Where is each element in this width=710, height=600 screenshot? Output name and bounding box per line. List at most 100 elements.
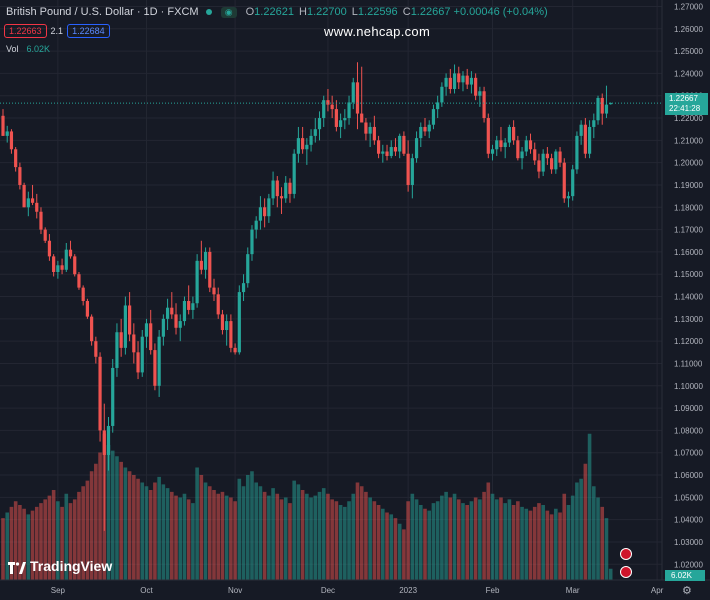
candle-body-78 — [330, 104, 334, 110]
time-tick-label-0: Sep — [51, 586, 66, 595]
price-tick-label-16: 1.11000 — [674, 359, 703, 368]
candle-body-126 — [533, 149, 537, 161]
volume-label[interactable]: Vol — [6, 44, 19, 54]
volume-bar-94 — [397, 523, 402, 580]
candle-body-113 — [478, 91, 482, 96]
candle-body-112 — [474, 77, 478, 96]
candle-body-87 — [368, 126, 372, 134]
candle-body-7 — [30, 198, 35, 203]
volume-bar-22 — [94, 463, 98, 580]
volume-bar-13 — [56, 501, 60, 580]
candle-body-15 — [64, 249, 68, 270]
volume-bar-103 — [435, 501, 440, 580]
volume-bar-133 — [562, 493, 567, 580]
candle-body-31 — [132, 334, 136, 353]
volume-bar-48 — [203, 482, 208, 580]
gear-icon[interactable]: ⚙ — [682, 585, 692, 597]
volume-bar-30 — [127, 471, 132, 580]
candle-body-109 — [461, 75, 465, 83]
volume-bar-19 — [81, 486, 85, 580]
price-candles — [1, 62, 613, 531]
volume-bar-57 — [241, 486, 246, 580]
volume-bar-7 — [30, 510, 35, 580]
last-price-tag: 1.22667 22:41:28 — [665, 93, 708, 115]
volume-bar-42 — [178, 497, 183, 580]
volume-bar-41 — [174, 495, 178, 580]
candle-body-0 — [1, 115, 5, 136]
volume-bar-20 — [85, 480, 90, 580]
candle-body-80 — [339, 120, 343, 127]
candle-body-51 — [216, 294, 220, 315]
volume-bar-109 — [461, 503, 465, 580]
volume-bar-140 — [592, 486, 596, 580]
candle-body-40 — [170, 307, 174, 315]
symbol-title[interactable]: British Pound / U.S. Dollar · 1D · FXCM — [6, 6, 199, 18]
candle-body-56 — [237, 292, 241, 353]
tradingview-logo[interactable]: TradingView — [8, 558, 112, 574]
uk-flag-icon[interactable] — [620, 548, 632, 560]
volume-bar-70 — [296, 484, 301, 580]
candle-body-140 — [592, 120, 596, 127]
volume-bar-47 — [199, 475, 204, 580]
volume-bar-129 — [545, 510, 550, 580]
volume-bar-69 — [292, 480, 296, 580]
candle-body-141 — [596, 97, 600, 121]
candle-body-77 — [326, 100, 330, 105]
candle-body-47 — [199, 260, 203, 270]
sell-button[interactable]: 1.22663 — [4, 24, 47, 38]
candle-body-22 — [94, 341, 98, 357]
candle-body-111 — [469, 77, 474, 85]
candle-body-98 — [414, 138, 419, 159]
volume-bar-135 — [570, 495, 575, 580]
volume-bar-14 — [60, 506, 64, 580]
candle-body-142 — [600, 97, 604, 114]
candle-body-120 — [507, 126, 511, 143]
price-tick-label-8: 1.19000 — [674, 181, 703, 190]
watermark-text: www.nehcap.com — [324, 24, 431, 39]
volume-bar-139 — [587, 433, 592, 580]
market-open-dot — [205, 9, 212, 16]
candle-body-65 — [275, 180, 279, 197]
volume-bar-108 — [456, 499, 461, 580]
candle-body-6 — [26, 198, 30, 208]
candle-body-93 — [393, 147, 398, 152]
volume-bar-74 — [313, 495, 318, 580]
candle-body-143 — [604, 104, 609, 114]
low-label: L — [351, 6, 358, 18]
price-tick-label-13: 1.14000 — [674, 293, 703, 302]
candle-body-21 — [90, 316, 94, 342]
volume-bar-72 — [305, 493, 309, 580]
bar-countdown: 22:41:28 — [669, 104, 701, 113]
candle-body-68 — [288, 182, 292, 194]
price-tick-label-5: 1.22000 — [674, 114, 703, 123]
close-label: C — [402, 6, 411, 18]
legend-header: British Pound / U.S. Dollar · 1D · FXCM … — [6, 6, 548, 18]
candle-body-33 — [140, 336, 144, 373]
volume-bar-38 — [161, 484, 166, 580]
volume-tag: 6.02K — [665, 570, 705, 581]
candle-body-81 — [343, 118, 347, 121]
eye-icon[interactable]: ◉ — [220, 7, 237, 18]
volume-bar-25 — [106, 445, 111, 580]
candle-body-11 — [47, 240, 52, 257]
price-tick-label-23: 1.04000 — [674, 516, 703, 525]
open-value: 1.22621 — [254, 6, 294, 18]
volume-bar-67 — [283, 497, 288, 580]
candle-body-121 — [512, 126, 516, 141]
candle-body-24 — [102, 430, 106, 455]
candle-body-132 — [558, 151, 562, 163]
volume-bar-16 — [68, 503, 73, 580]
volume-bar-82 — [347, 501, 351, 580]
candle-body-72 — [305, 144, 309, 150]
volume-bar-55 — [233, 501, 237, 580]
candle-body-10 — [43, 229, 47, 241]
volume-bar-85 — [359, 486, 364, 580]
uk-flag-icon-2[interactable] — [620, 566, 632, 578]
volume-bar-100 — [423, 508, 427, 580]
volume-bar-116 — [490, 493, 495, 580]
candle-body-43 — [182, 301, 187, 322]
volume-bar-10 — [43, 499, 47, 580]
volume-bar-58 — [245, 475, 250, 580]
buy-button[interactable]: 1.22684 — [67, 24, 110, 38]
